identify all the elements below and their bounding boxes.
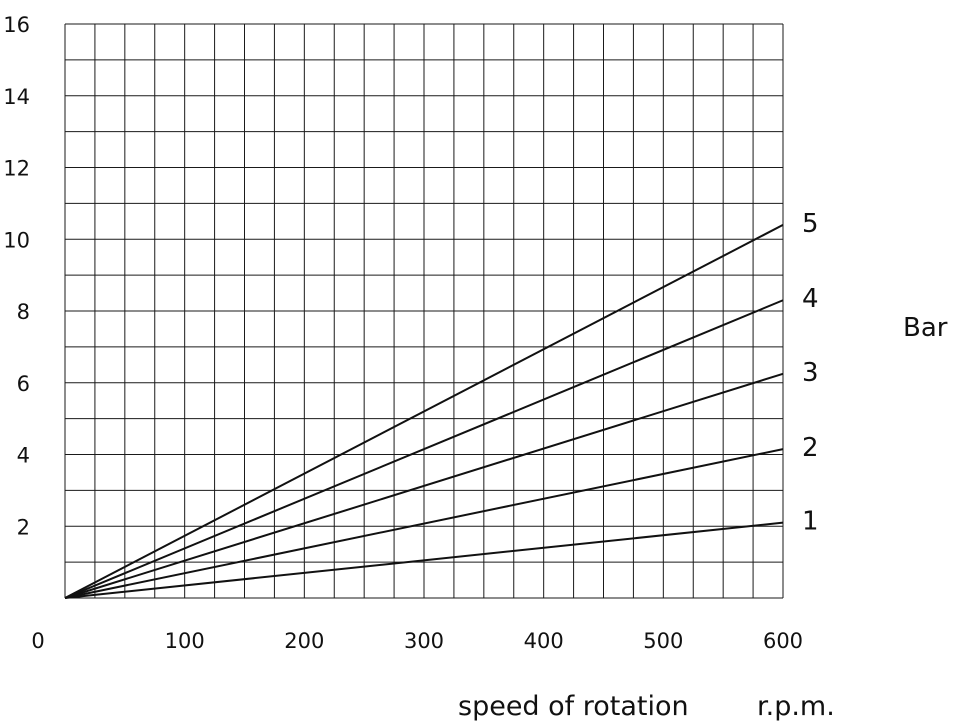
series-label-4: 4 <box>802 284 819 314</box>
x-tick-labels: 0 100 200 300 400 500 600 <box>31 629 803 653</box>
series-label-3: 3 <box>802 358 819 388</box>
series-label-5: 5 <box>802 209 819 239</box>
series-unit-label: Bar <box>903 313 948 343</box>
y-tick-label: 16 <box>3 13 30 37</box>
y-tick-label: 6 <box>17 372 30 396</box>
x-tick-label: 300 <box>404 629 444 653</box>
series-line-3 <box>64 372 784 599</box>
x-tick-label: 0 <box>31 629 44 653</box>
x-tick-label: 200 <box>284 629 324 653</box>
y-tick-label: 2 <box>17 515 30 539</box>
series-label-1: 1 <box>802 507 819 537</box>
chart-series <box>64 224 784 599</box>
series-line-4 <box>64 299 784 599</box>
series-line-1 <box>64 521 784 599</box>
x-tick-label: 500 <box>643 629 683 653</box>
x-tick-label: 100 <box>165 629 205 653</box>
x-axis-label: speed of rotation <box>458 691 689 722</box>
y-tick-label: 8 <box>17 300 30 324</box>
series-line-5 <box>64 224 784 599</box>
chart-grid <box>64 23 784 599</box>
y-tick-labels: 2 4 6 8 10 12 14 16 <box>3 13 30 539</box>
series-label-2: 2 <box>802 433 819 463</box>
x-tick-label: 400 <box>524 629 564 653</box>
x-axis-unit: r.p.m. <box>757 691 835 722</box>
y-tick-label: 14 <box>3 85 30 109</box>
y-tick-label: 10 <box>3 228 30 252</box>
series-labels: 1 2 3 4 5 <box>802 209 819 537</box>
series-line-2 <box>64 448 784 599</box>
x-tick-label: 600 <box>763 629 803 653</box>
y-tick-label: 12 <box>3 157 30 181</box>
y-tick-label: 4 <box>17 444 30 468</box>
